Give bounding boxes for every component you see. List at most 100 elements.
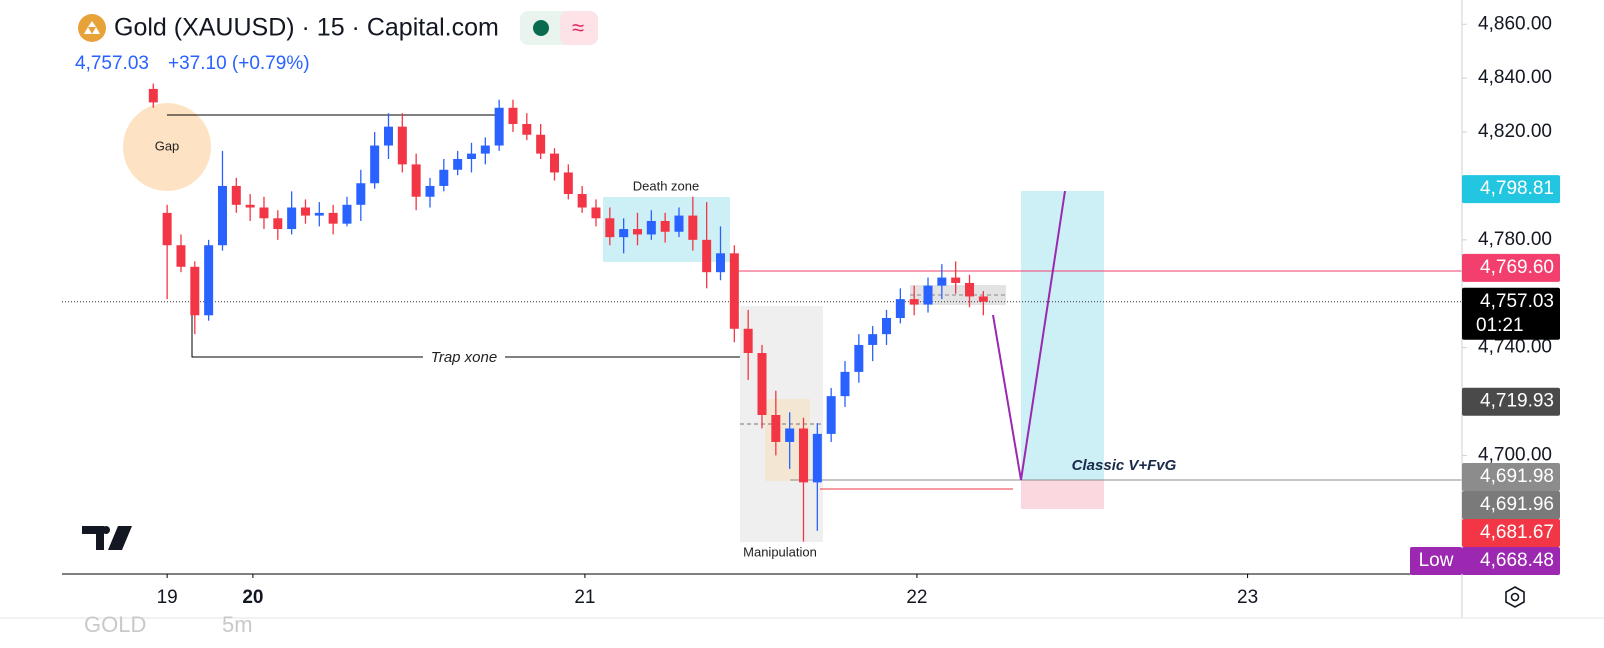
- footer-symbol[interactable]: GOLD: [84, 612, 146, 637]
- x-tick-label: 20: [242, 587, 263, 608]
- price-label: 4,757.03: [1480, 291, 1554, 312]
- candle-body: [536, 134, 546, 154]
- symbol-icon: [78, 14, 106, 42]
- candle-body: [729, 253, 739, 329]
- price-label-box: [1462, 175, 1560, 204]
- logo[interactable]: [82, 526, 132, 550]
- y-tick-label: 4,740.00: [1478, 337, 1552, 358]
- price-label: 4,668.48: [1480, 550, 1554, 571]
- trap-label-bg: [423, 348, 505, 366]
- candle-body: [951, 277, 961, 283]
- candle-body: [978, 296, 988, 302]
- price-label: 4,769.60: [1480, 257, 1554, 278]
- candle-body: [453, 158, 463, 170]
- candle-body: [356, 183, 366, 205]
- candle-body: [466, 153, 476, 159]
- price-label-box: [1462, 387, 1560, 416]
- candle-body: [909, 299, 919, 305]
- status-pill-right: [560, 11, 598, 45]
- y-tick-label: 4,780.00: [1478, 229, 1552, 250]
- price-label: 4,798.81: [1480, 178, 1554, 199]
- candle-body: [771, 415, 781, 442]
- candle-body: [882, 317, 892, 335]
- settings-icon-center: [1510, 592, 1520, 602]
- gap-circle: [123, 103, 211, 191]
- y-tick-label: 4,860.00: [1478, 13, 1552, 34]
- candle-body: [508, 107, 518, 124]
- candle-body: [259, 207, 269, 219]
- candle-body: [176, 245, 186, 267]
- candle-body: [549, 153, 559, 173]
- candle-body: [840, 371, 850, 397]
- candle-body: [688, 215, 698, 240]
- price-label-box: [1462, 287, 1560, 340]
- candle-body: [702, 239, 712, 273]
- candle-body: [743, 328, 753, 354]
- candle-body: [923, 285, 933, 305]
- candle-body: [812, 433, 822, 483]
- candle-body: [674, 215, 684, 232]
- annotation: Death zone: [633, 178, 700, 193]
- candle-body: [425, 185, 435, 197]
- candle-body: [563, 172, 573, 195]
- price-label: 4,719.93: [1480, 391, 1554, 412]
- candle-body: [370, 145, 380, 184]
- candle-body: [716, 253, 725, 273]
- candle-body: [895, 299, 905, 318]
- candle-body: [632, 229, 642, 235]
- candle-body: [217, 185, 227, 246]
- price-tag-box: [1410, 547, 1462, 576]
- price-tag: Low: [1419, 550, 1454, 571]
- header-bg: [62, 0, 532, 82]
- x-tick-label: 23: [1237, 587, 1258, 608]
- delay-icon: ≈: [572, 15, 584, 40]
- market-open-dot: [533, 20, 549, 36]
- price-label: 4,691.96: [1480, 494, 1554, 515]
- candle-body: [660, 220, 670, 232]
- candle-body: [411, 164, 421, 197]
- candle-body: [965, 282, 975, 297]
- trap-line: [191, 310, 740, 358]
- candle-body: [300, 207, 310, 216]
- candle-body: [342, 204, 352, 224]
- candle-body: [577, 194, 587, 208]
- target-box: [1021, 191, 1104, 480]
- y-tick-label: 4,840.00: [1478, 67, 1552, 88]
- candle-body: [314, 212, 324, 216]
- price-label-box: [1462, 491, 1560, 520]
- price-label-box: [1462, 519, 1560, 548]
- price-label: 4,681.67: [1480, 522, 1554, 543]
- header-title[interactable]: Gold (XAUUSD) · 15 · Capital.com: [114, 14, 499, 42]
- price-label: 4,691.98: [1480, 466, 1554, 487]
- candle-body: [868, 334, 878, 345]
- candle-body: [245, 204, 255, 208]
- candle-body: [273, 218, 283, 230]
- x-tick-label: 21: [574, 587, 595, 608]
- price-countdown: 01:21: [1476, 315, 1524, 336]
- candle-body: [397, 126, 407, 165]
- annotation: Gap: [155, 138, 180, 153]
- candle-body: [480, 145, 490, 154]
- candle-body: [383, 126, 393, 146]
- x-tick-label: 22: [906, 587, 927, 608]
- candle-body: [522, 123, 532, 135]
- header-change: +37.10 (+0.79%): [168, 53, 310, 74]
- y-tick-label: 4,820.00: [1478, 121, 1552, 142]
- candle-body: [439, 169, 449, 186]
- footer-interval[interactable]: 5m: [222, 612, 253, 637]
- annotation: Trap xone: [431, 349, 497, 366]
- candle-body: [328, 212, 338, 224]
- x-tick-label: 19: [157, 587, 178, 608]
- candle-body: [826, 396, 836, 434]
- y-tick-label: 4,700.00: [1478, 444, 1552, 465]
- candle-body: [799, 428, 808, 483]
- candle-body: [937, 277, 947, 286]
- candle-body: [605, 218, 615, 238]
- candle-body: [231, 185, 241, 205]
- plot: [62, 83, 1462, 542]
- candle-body: [591, 207, 601, 219]
- settings-icon[interactable]: [1505, 586, 1525, 608]
- candle-body: [190, 266, 200, 316]
- candle-body: [646, 220, 656, 235]
